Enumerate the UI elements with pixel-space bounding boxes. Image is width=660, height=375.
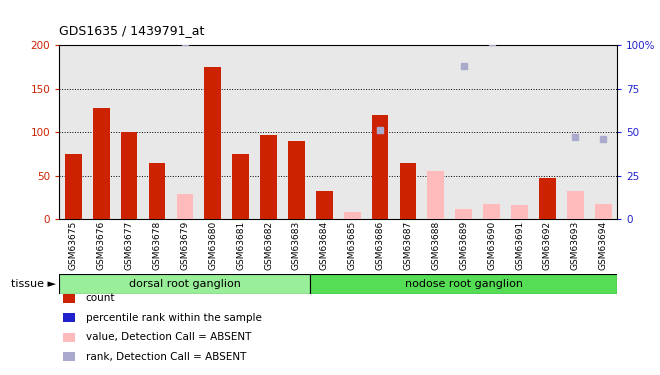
Bar bbox=[344, 212, 360, 219]
Bar bbox=[455, 209, 472, 219]
Text: nodose root ganglion: nodose root ganglion bbox=[405, 279, 523, 289]
Text: rank, Detection Call = ABSENT: rank, Detection Call = ABSENT bbox=[86, 352, 246, 362]
Bar bbox=[93, 108, 110, 219]
Bar bbox=[260, 135, 277, 219]
Text: tissue ►: tissue ► bbox=[11, 279, 56, 289]
Bar bbox=[316, 190, 333, 219]
Bar bbox=[65, 154, 82, 219]
Bar bbox=[232, 154, 249, 219]
Bar bbox=[205, 67, 221, 219]
Bar bbox=[288, 141, 305, 219]
Bar bbox=[483, 204, 500, 219]
Bar bbox=[121, 132, 137, 219]
Bar bbox=[595, 204, 612, 219]
Bar bbox=[372, 115, 389, 219]
Bar bbox=[539, 177, 556, 219]
Bar bbox=[310, 274, 617, 294]
Text: GDS1635 / 1439791_at: GDS1635 / 1439791_at bbox=[59, 24, 205, 38]
Bar bbox=[399, 163, 416, 219]
Text: value, Detection Call = ABSENT: value, Detection Call = ABSENT bbox=[86, 332, 251, 342]
Bar bbox=[428, 171, 444, 219]
Bar bbox=[567, 192, 583, 219]
Bar bbox=[511, 204, 528, 219]
Bar bbox=[176, 194, 193, 219]
Bar bbox=[59, 274, 310, 294]
Bar bbox=[148, 163, 166, 219]
Text: dorsal root ganglion: dorsal root ganglion bbox=[129, 279, 241, 289]
Text: percentile rank within the sample: percentile rank within the sample bbox=[86, 313, 261, 322]
Text: count: count bbox=[86, 293, 115, 303]
